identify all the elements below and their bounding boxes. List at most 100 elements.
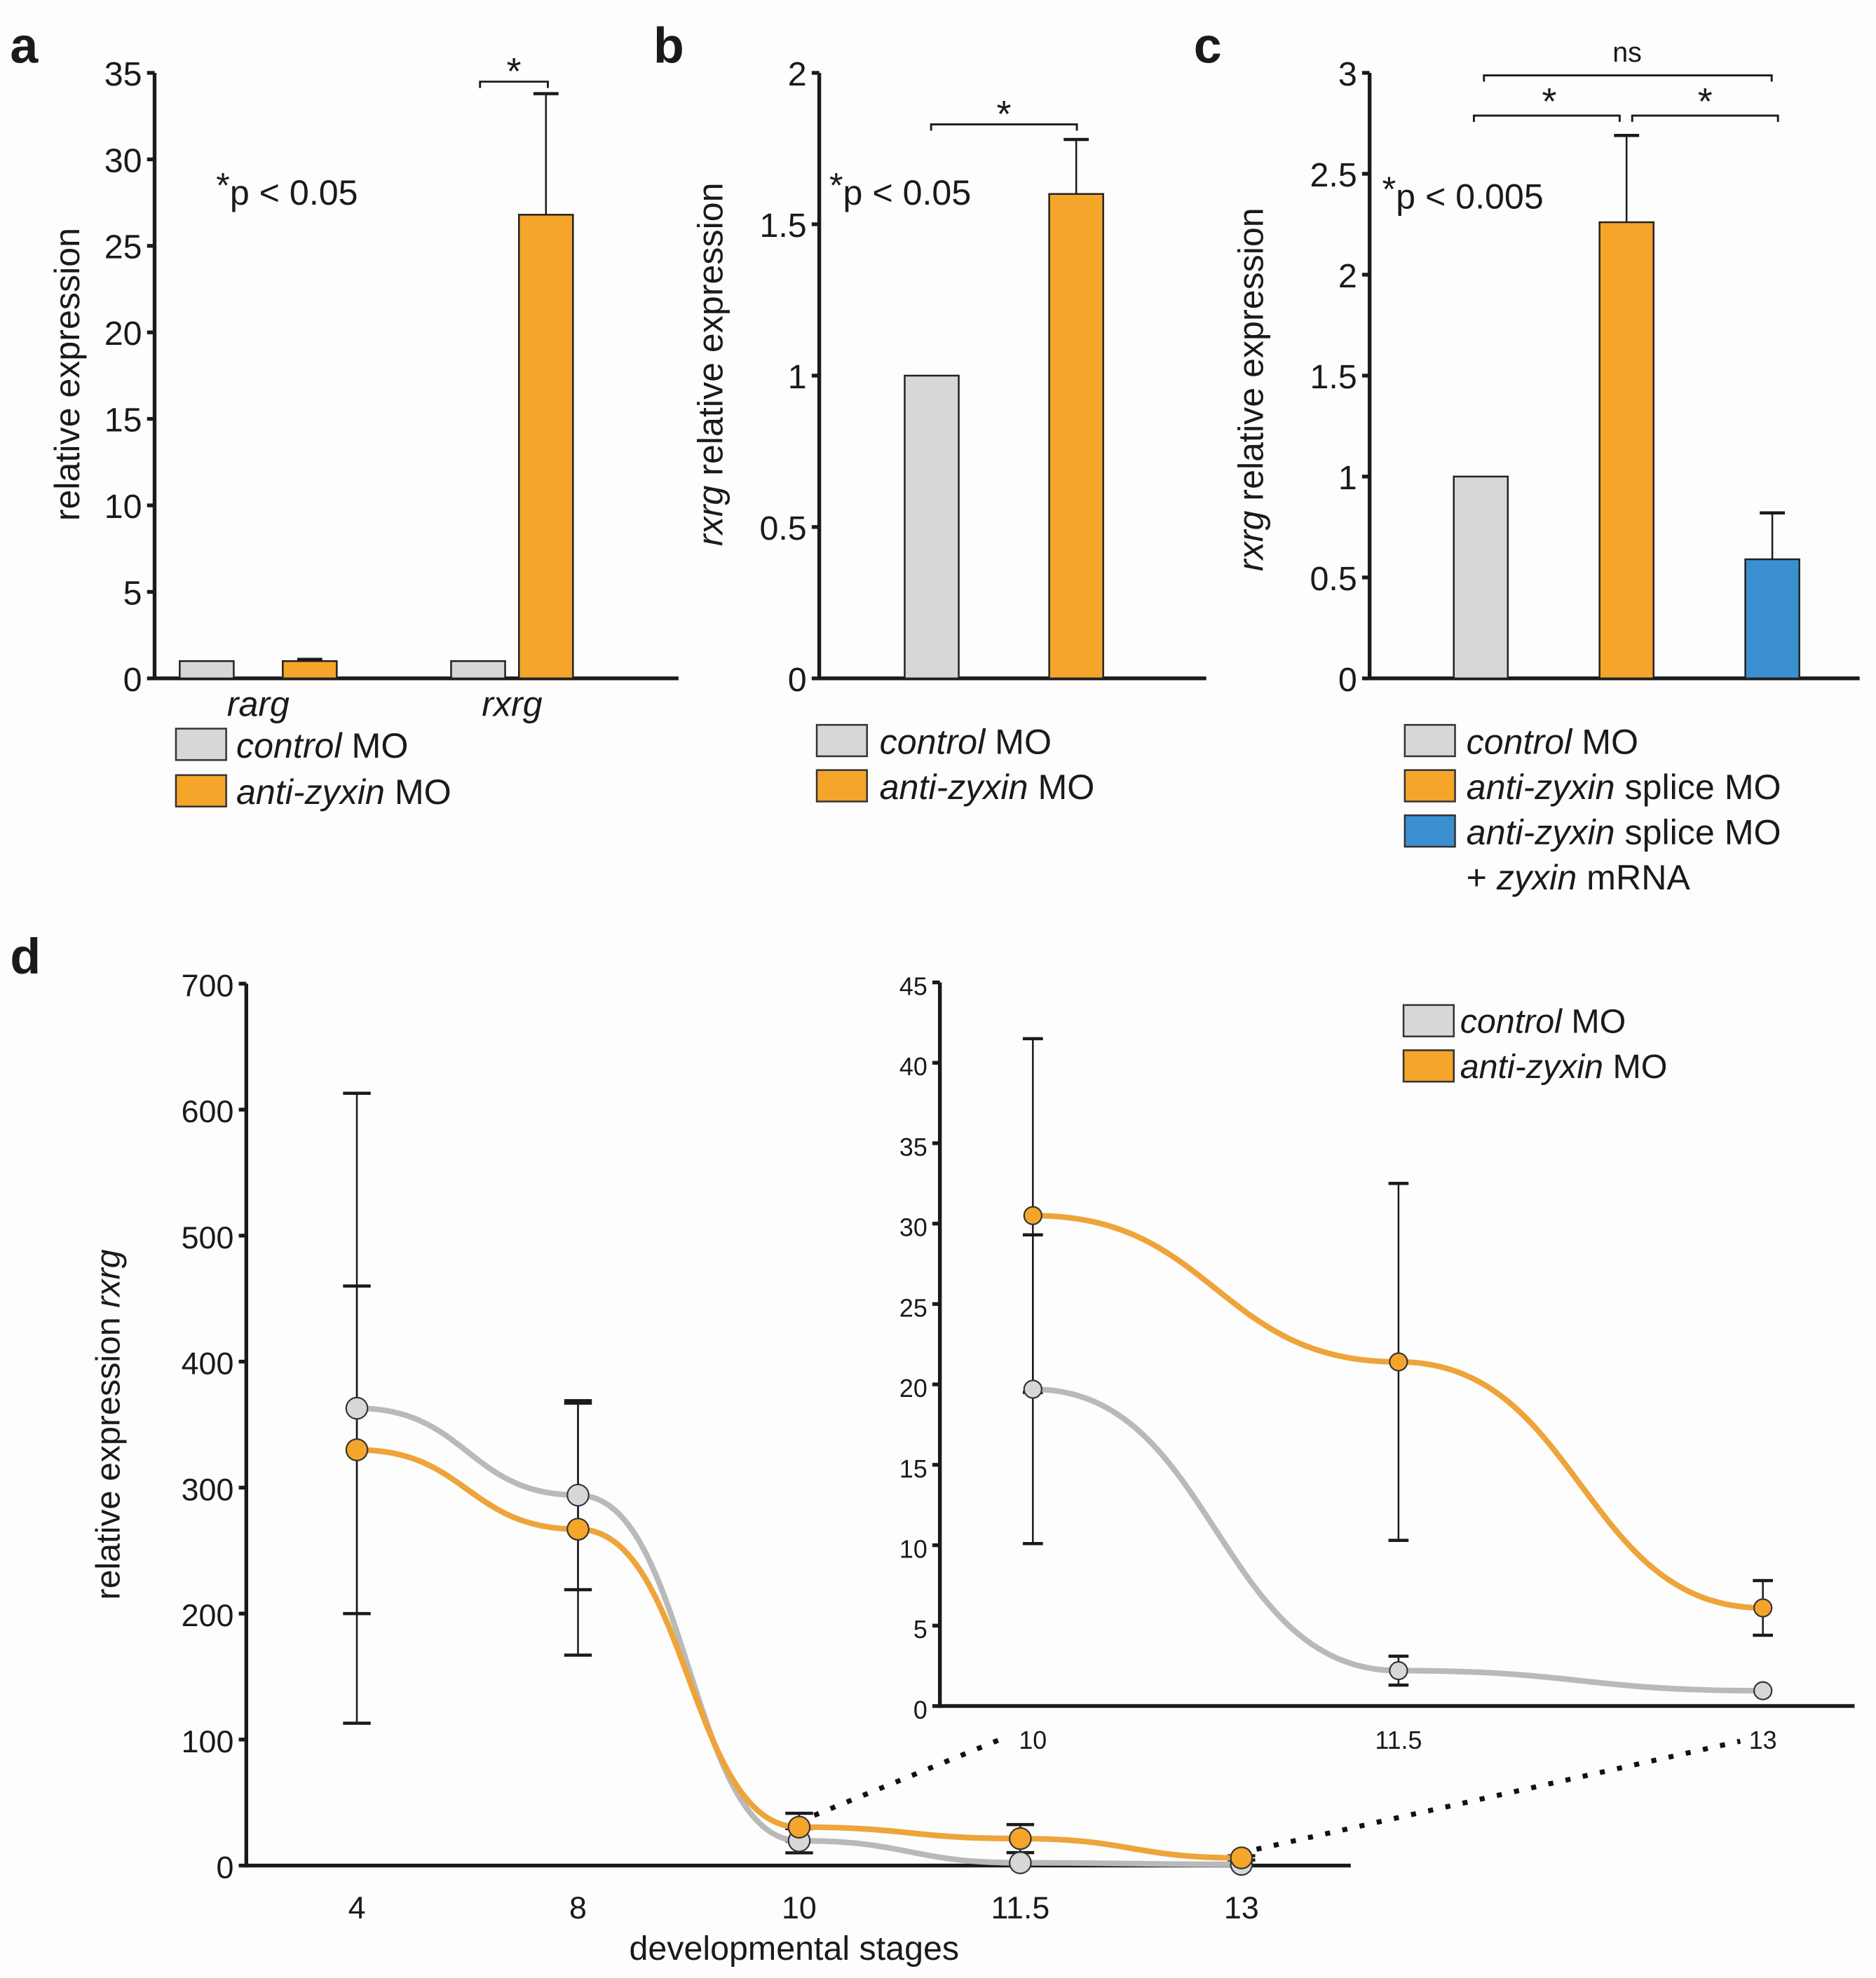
panel-d-point-control <box>1009 1851 1032 1874</box>
panel-d-y-tick-label: 600 <box>182 1094 234 1129</box>
panel-d-inset-line-control <box>1030 1386 1766 1694</box>
legend-rest: MO <box>342 726 409 765</box>
panel-a-category-label: rxrg <box>482 685 543 724</box>
panel-d-inset-y-tick-label: 5 <box>913 1616 927 1644</box>
panel-d-y-tick-label: 700 <box>182 968 234 1003</box>
panel-b-y-tick-label: 1 <box>788 358 807 396</box>
panel-c-significance-bracket-ns <box>1483 74 1773 82</box>
legend-rest: + <box>1467 858 1497 897</box>
panel-d-inset-point-control <box>1753 1681 1773 1700</box>
ylabel-rest: relative expression <box>691 182 730 485</box>
panel-label-b: b <box>653 18 684 74</box>
legend-rest: MO <box>1603 1048 1667 1086</box>
panel-b-bar-anti-zyxin <box>1048 193 1104 680</box>
panel-d-legend-label: anti-zyxin MO <box>1460 1048 1668 1086</box>
panel-c-legend-label: anti-zyxin splice MO <box>1467 812 1781 852</box>
panel-a-y-tick-label: 25 <box>104 229 142 266</box>
panel-d-legend-swatch <box>1402 1004 1455 1037</box>
panel-d-inset-y-tick-label: 40 <box>899 1053 927 1081</box>
panel-d-x-tick-label: 10 <box>782 1890 817 1925</box>
panel-a-significance-bracket <box>479 81 549 88</box>
panel-a-y-tick-label: 35 <box>104 55 142 93</box>
panel-a-legend-label: control MO <box>236 726 408 765</box>
panel-c-significance-bracket-2 <box>1631 114 1779 122</box>
panel-b-bar-control <box>904 374 960 680</box>
panel-c-y-tick-label: 2 <box>1338 257 1357 295</box>
panel-d-x-axis-title: developmental stages <box>629 1930 959 1967</box>
panel-b-legend-label: control MO <box>880 722 1052 761</box>
panel-d-inset-point-control <box>1389 1660 1408 1681</box>
panel-a-legend-swatch <box>175 774 227 807</box>
panel-c-y-tick-label: 1 <box>1338 459 1357 497</box>
legend-rest: MO <box>385 772 451 812</box>
panel-label-a: a <box>10 18 39 74</box>
panel-c-legend-label: anti-zyxin splice MO <box>1467 768 1781 807</box>
panel-b-legend-swatch <box>815 769 868 803</box>
panel-a-y-tick-label: 20 <box>104 315 142 353</box>
panel-d-x-tick-label: 13 <box>1224 1890 1259 1925</box>
panel-d-y-tick-label: 0 <box>216 1850 233 1885</box>
panel-d-inset-point-anti-zyxin <box>1023 1206 1042 1225</box>
panel-a-bar-rarg-anti-zyxin <box>282 660 338 680</box>
panel-d-y-tick-label: 300 <box>182 1472 234 1507</box>
panel-d-inset-x-tick-label: 11.5 <box>1375 1726 1422 1754</box>
panel-a-bar-rarg-control <box>179 660 235 680</box>
panel-b-y-tick-label: 2 <box>788 55 807 93</box>
panel-d-point-anti-zyxin <box>1009 1827 1032 1850</box>
panel-c-significance-label: ns <box>1612 37 1642 68</box>
panel-c-bar-control <box>1453 475 1509 680</box>
legend-italic: control <box>1467 722 1573 761</box>
panel-c-y-tick-label: 1.5 <box>1310 358 1357 396</box>
panel-c-y-tick-label: 2.5 <box>1310 156 1357 194</box>
panel-d-inset-y-tick-label: 0 <box>913 1696 927 1724</box>
legend-italic: anti-zyxin <box>1467 812 1615 852</box>
panel-d-inset-point-anti-zyxin <box>1753 1598 1773 1618</box>
legend-italic: control <box>880 722 986 761</box>
panel-b-legend-label: anti-zyxin MO <box>880 768 1095 807</box>
panel-a-y-tick-label: 15 <box>104 402 142 439</box>
legend-italic: anti-zyxin <box>880 768 1028 807</box>
pvalue-star: * <box>216 165 230 205</box>
panel-c-bar-anti-zyxin <box>1598 221 1654 680</box>
panel-a-significance-label: * <box>507 50 522 93</box>
legend-rest: splice MO <box>1615 812 1781 852</box>
panel-d-x-tick-label: 4 <box>348 1890 366 1925</box>
panel-b-significance-bracket <box>930 123 1078 131</box>
panel-d-inset-y-tick-label: 25 <box>899 1294 927 1322</box>
panel-c-legend-swatch <box>1403 814 1456 848</box>
panel-a-legend-label: anti-zyxin MO <box>236 772 451 812</box>
panel-c-significance-bracket-1 <box>1472 114 1621 122</box>
panel-c-significance-label: * <box>1698 81 1713 123</box>
panel-d-inset-y-tick-label: 45 <box>899 973 927 1001</box>
pvalue-text: p < 0.05 <box>230 173 358 212</box>
panel-c-significance-label: * <box>1542 81 1557 123</box>
legend-rest: MO <box>1562 1002 1626 1040</box>
panel-d-point-control <box>345 1396 369 1420</box>
legend-rest: MO <box>1572 722 1638 761</box>
panel-a-category-label: rarg <box>227 685 290 724</box>
panel-a-legend-swatch <box>175 728 227 761</box>
panel-c-legend-label: control MO <box>1467 722 1638 761</box>
panel-c-legend-swatch <box>1403 769 1456 803</box>
pvalue-text: p < 0.005 <box>1396 177 1544 217</box>
panel-c-bar-rescue <box>1744 558 1800 680</box>
ylabel-italic: rxrg <box>89 1249 127 1307</box>
panel-a-y-axis-title: relative expression <box>48 228 87 521</box>
panel-d-y-tick-label: 400 <box>182 1346 234 1382</box>
panel-d-inset-y-tick-label: 30 <box>899 1214 927 1242</box>
panel-d-legend-swatch <box>1402 1049 1455 1083</box>
panel-a-bar-rxrg-control <box>450 660 506 680</box>
panel-d-y-axis-title: relative expression rxrg <box>89 1249 127 1600</box>
legend-italic: control <box>1460 1002 1563 1040</box>
panel-d-y-tick-label: 100 <box>182 1724 234 1759</box>
panel-c-y-tick-label: 0 <box>1338 661 1357 699</box>
panel-label-d: d <box>10 929 41 985</box>
panel-b-y-tick-label: 1.5 <box>759 207 806 245</box>
panel-a-y-tick-label: 10 <box>104 488 142 526</box>
panel-a-y-tick-label: 5 <box>123 574 142 612</box>
panel-c-legend-label-line2: + zyxin mRNA <box>1467 858 1691 897</box>
panel-d-y-tick-label: 200 <box>182 1598 234 1633</box>
pvalue-text: p < 0.05 <box>843 173 971 212</box>
panel-d-inset-x-tick-label: 10 <box>1019 1726 1047 1754</box>
